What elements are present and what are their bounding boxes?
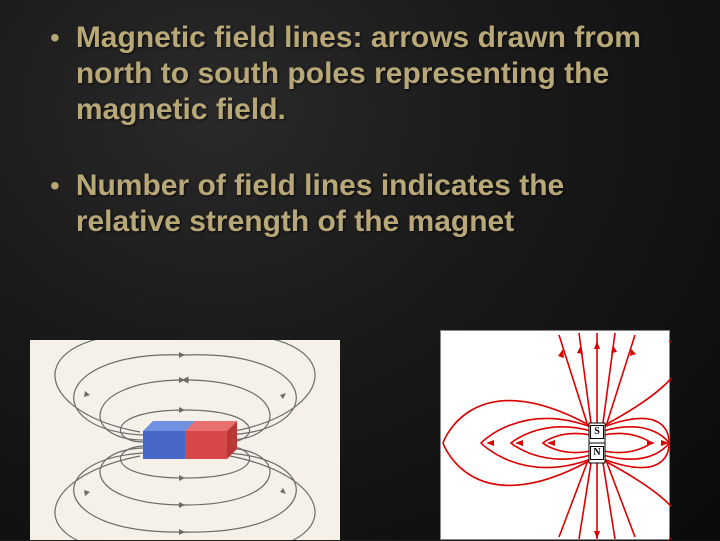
- bullet-item: • Magnetic field lines: arrows drawn fro…: [50, 20, 670, 128]
- bullet-marker-icon: •: [50, 20, 60, 128]
- bullet-text: Number of field lines indicates the rela…: [76, 168, 670, 240]
- pole-label-n: N: [590, 446, 604, 460]
- vertical-magnet-figure: S N: [440, 330, 670, 540]
- slide-content: • Magnetic field lines: arrows drawn fro…: [0, 0, 720, 240]
- bullet-item: • Number of field lines indicates the re…: [50, 168, 670, 240]
- figure-row: S N: [0, 330, 720, 540]
- bullet-text: Magnetic field lines: arrows drawn from …: [76, 20, 670, 128]
- bullet-marker-icon: •: [50, 168, 60, 240]
- pole-label-s: S: [590, 425, 604, 439]
- bar-magnet-figure: [30, 340, 340, 540]
